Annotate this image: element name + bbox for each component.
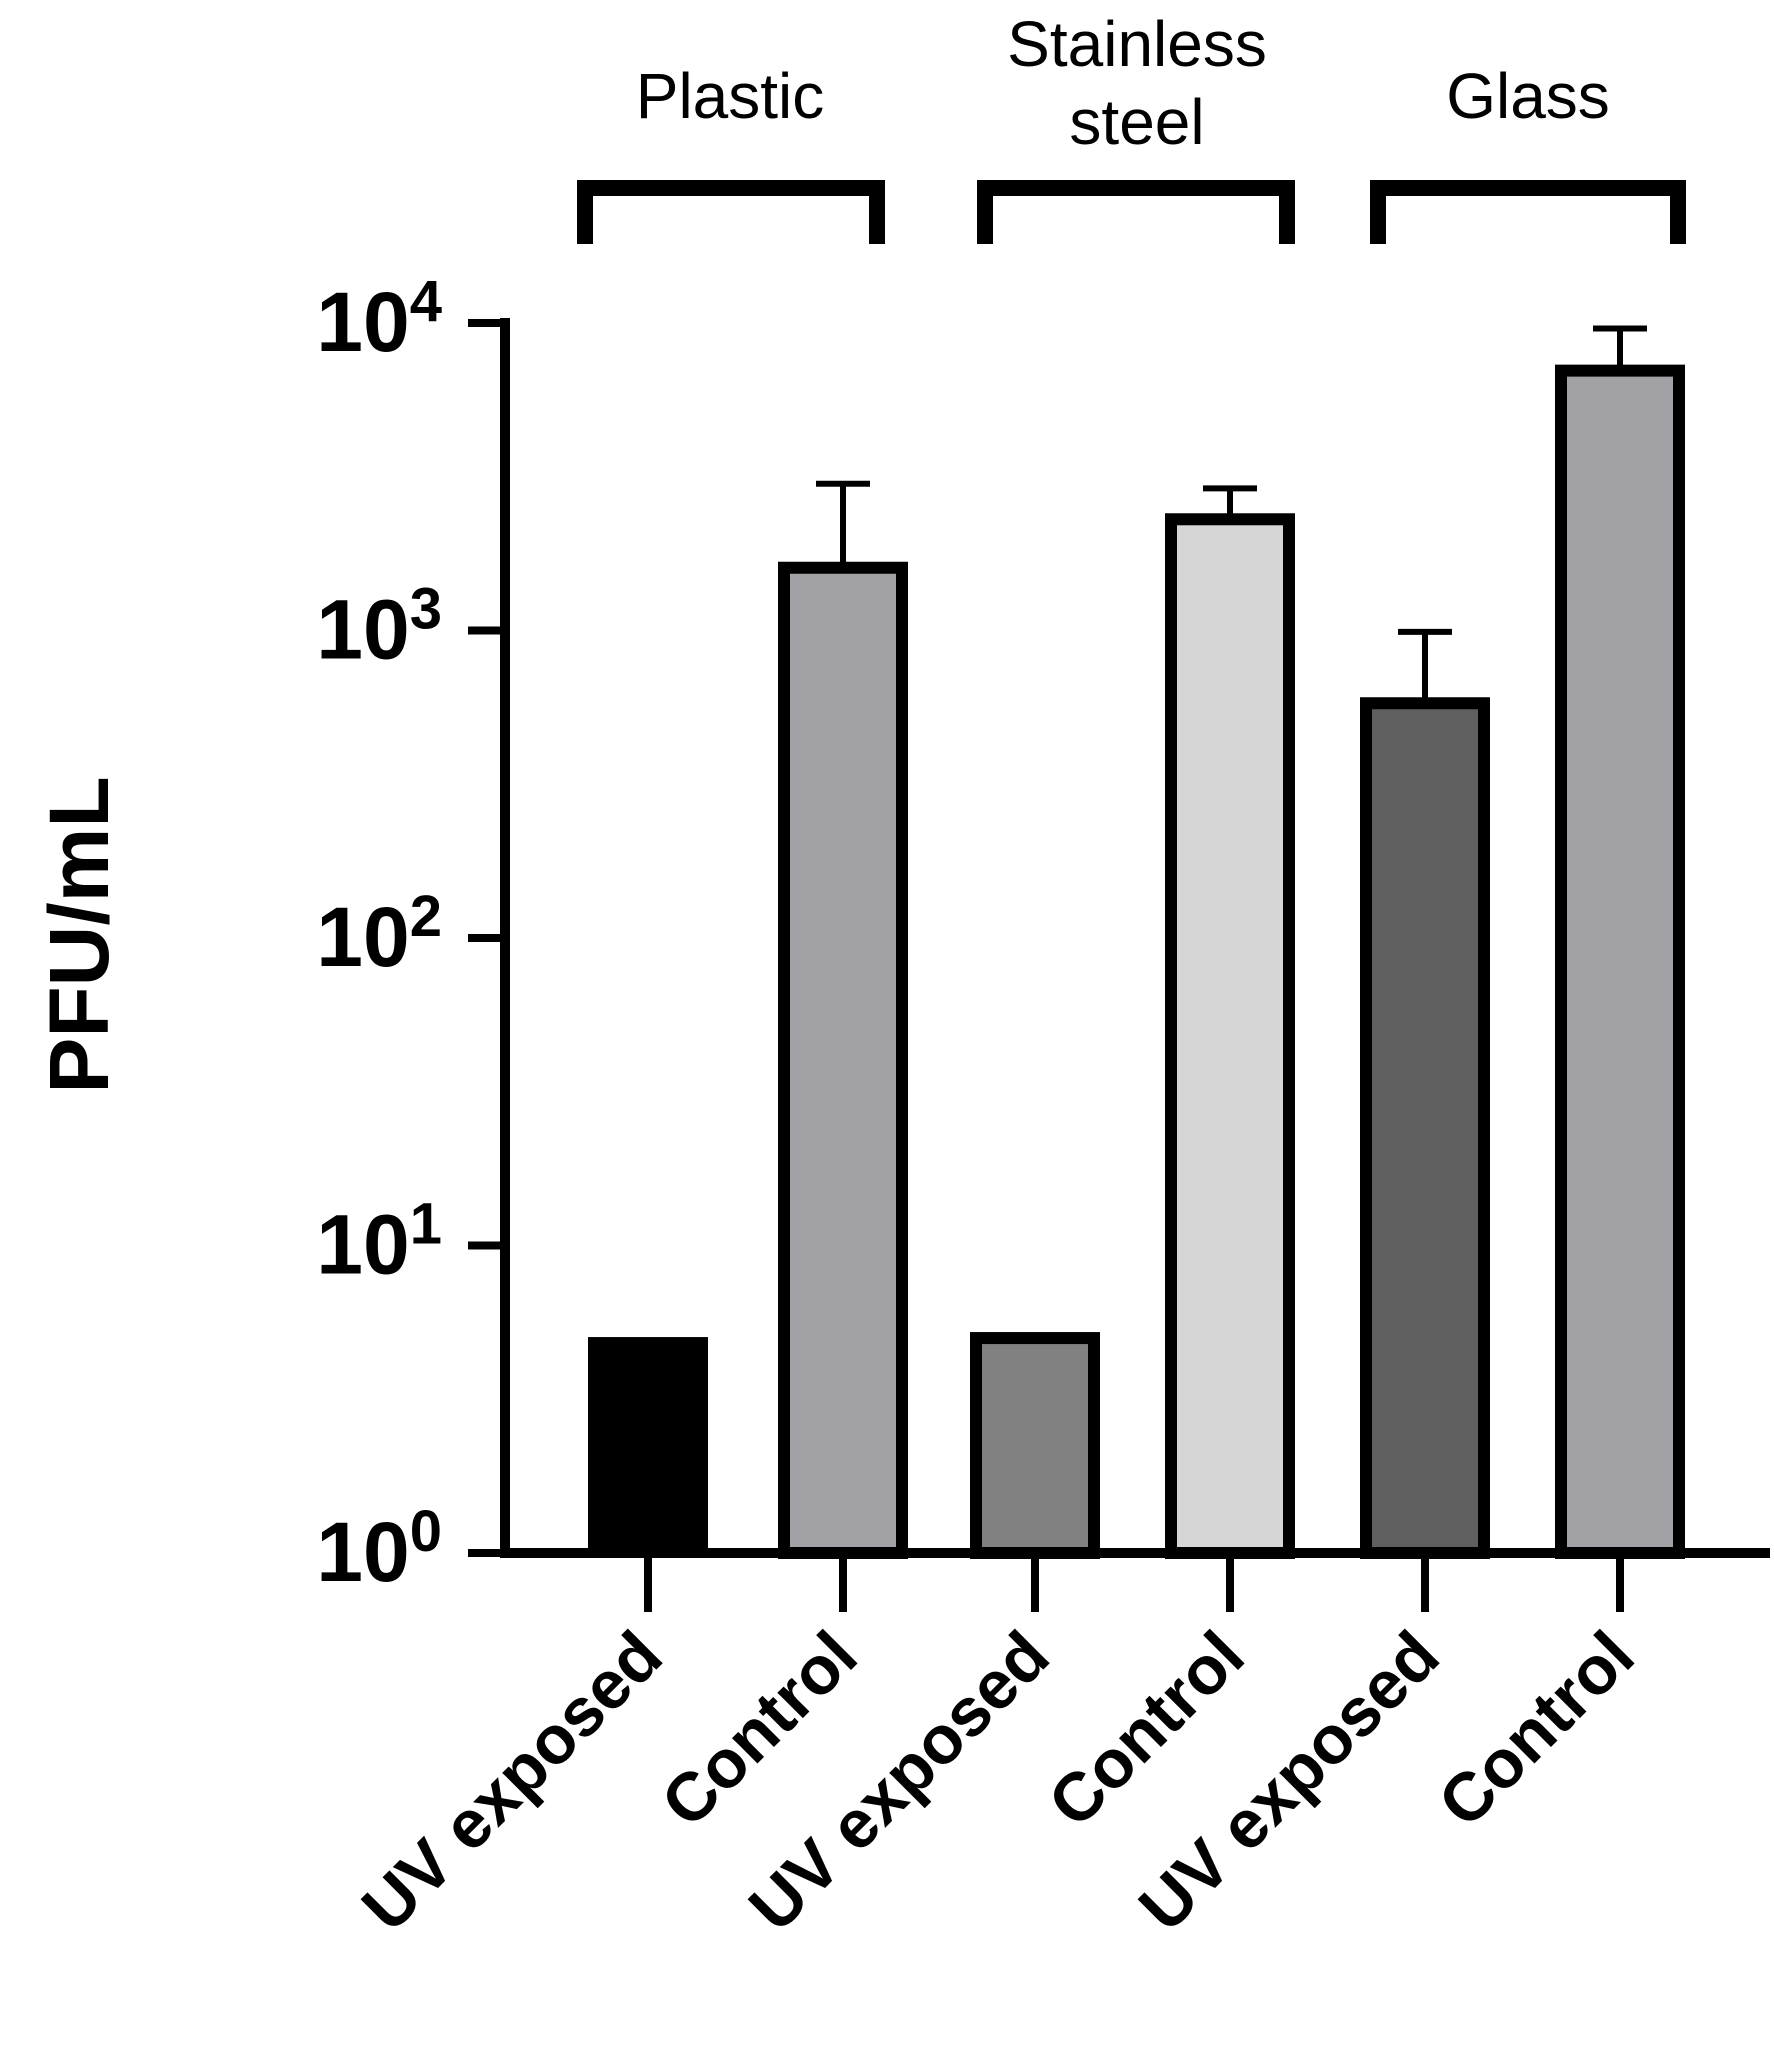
bar-1 bbox=[588, 1337, 708, 1555]
group-label-1-line-1: Plastic bbox=[636, 60, 825, 132]
x-tick-label-1: UV exposed bbox=[348, 1617, 677, 1946]
y-tick-label-0: 100 bbox=[316, 1499, 442, 1599]
group-bracket-2 bbox=[977, 180, 1295, 244]
error-bars bbox=[816, 325, 1647, 704]
y-tick-label-4: 104 bbox=[316, 269, 442, 369]
y-tick-label-2: 102 bbox=[316, 884, 442, 984]
group-label-2-line-2: steel bbox=[1069, 86, 1204, 158]
bars bbox=[588, 364, 1685, 1560]
bar-5 bbox=[1360, 697, 1490, 1559]
y-axis-title: PFU/mL bbox=[32, 776, 126, 1093]
bar-2 bbox=[778, 561, 908, 1559]
group-bracket-3 bbox=[1370, 180, 1686, 244]
bar-6 bbox=[1555, 364, 1685, 1560]
y-tick-label-1: 101 bbox=[316, 1192, 442, 1292]
group-label-3-line-1: Glass bbox=[1446, 60, 1610, 132]
x-tick-label-6: Control bbox=[1424, 1617, 1649, 1842]
group-label-2-line-1: Stainless bbox=[1007, 8, 1267, 80]
bar-4 bbox=[1165, 513, 1295, 1559]
bar-3 bbox=[970, 1332, 1100, 1560]
y-ticks: 100 101 102 103 104 bbox=[316, 269, 505, 1599]
y-tick-label-3: 103 bbox=[316, 577, 442, 677]
group-bracket-1 bbox=[577, 180, 885, 244]
